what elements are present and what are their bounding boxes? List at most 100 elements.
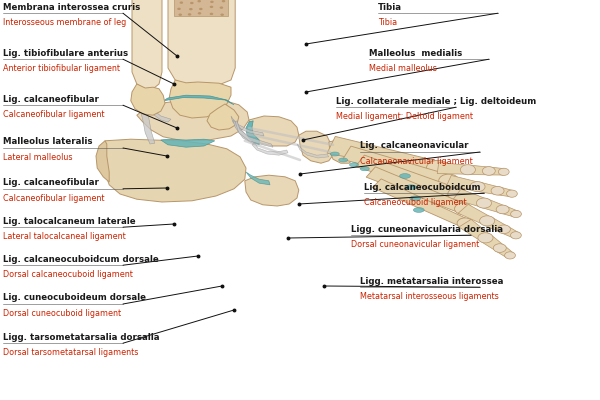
Polygon shape: [446, 176, 479, 191]
Polygon shape: [231, 116, 264, 136]
Circle shape: [499, 168, 509, 176]
Ellipse shape: [400, 174, 410, 178]
Polygon shape: [131, 84, 165, 115]
Text: Anterior tibiofibular ligament: Anterior tibiofibular ligament: [3, 64, 120, 73]
Ellipse shape: [338, 158, 348, 162]
Polygon shape: [246, 121, 259, 145]
Polygon shape: [252, 143, 288, 155]
Circle shape: [460, 165, 475, 175]
Polygon shape: [437, 162, 469, 174]
Polygon shape: [458, 204, 491, 224]
Circle shape: [188, 7, 191, 9]
Circle shape: [439, 174, 459, 188]
Text: Ligg. cuneonavicularia dorsalia: Ligg. cuneonavicularia dorsalia: [351, 225, 503, 234]
Circle shape: [479, 216, 495, 226]
Circle shape: [482, 167, 495, 175]
Text: Malleolus lateralis: Malleolus lateralis: [3, 137, 92, 146]
Text: Calcaneonavicular ligament: Calcaneonavicular ligament: [360, 157, 473, 166]
Circle shape: [497, 225, 511, 234]
Ellipse shape: [360, 167, 370, 171]
Circle shape: [470, 182, 485, 192]
Polygon shape: [235, 121, 273, 147]
Text: Lig. calcaneofibular: Lig. calcaneofibular: [3, 178, 99, 187]
Polygon shape: [141, 112, 155, 144]
Ellipse shape: [406, 185, 416, 190]
Polygon shape: [496, 187, 514, 197]
Polygon shape: [366, 167, 467, 213]
Text: Dorsal calcaneocuboid ligament: Dorsal calcaneocuboid ligament: [3, 270, 133, 279]
Polygon shape: [96, 141, 109, 182]
Circle shape: [455, 203, 472, 214]
Text: Tibia: Tibia: [378, 18, 397, 27]
Polygon shape: [475, 182, 499, 194]
Polygon shape: [488, 167, 504, 175]
Polygon shape: [249, 116, 299, 146]
Circle shape: [457, 218, 473, 228]
Text: Lig. talocalcaneum laterale: Lig. talocalcaneum laterale: [3, 217, 136, 226]
Polygon shape: [147, 108, 171, 122]
Polygon shape: [169, 80, 231, 118]
Polygon shape: [500, 206, 518, 217]
Text: Lig. collaterale mediale ; Lig. deltoideum: Lig. collaterale mediale ; Lig. deltoide…: [336, 97, 536, 106]
Text: Ligg. metatarsalia interossea: Ligg. metatarsalia interossea: [360, 277, 503, 286]
Text: Lig. calcaneonavicular: Lig. calcaneonavicular: [360, 141, 469, 150]
Text: Metatarsal interosseous ligaments: Metatarsal interosseous ligaments: [360, 292, 499, 301]
Circle shape: [221, 0, 225, 2]
Polygon shape: [297, 144, 329, 158]
Circle shape: [208, 7, 212, 9]
Ellipse shape: [349, 163, 359, 167]
Polygon shape: [105, 139, 246, 202]
Polygon shape: [207, 104, 239, 130]
Circle shape: [177, 0, 181, 2]
Text: Malleolus  medialis: Malleolus medialis: [369, 49, 462, 58]
Text: Medial malleolus: Medial malleolus: [369, 64, 437, 73]
Text: Lig. calcaneocuboidcum: Lig. calcaneocuboidcum: [364, 182, 481, 192]
Circle shape: [210, 0, 214, 3]
Circle shape: [221, 13, 224, 15]
Circle shape: [476, 198, 491, 208]
Polygon shape: [500, 226, 519, 238]
Polygon shape: [299, 131, 333, 163]
Polygon shape: [343, 146, 452, 186]
Circle shape: [210, 12, 214, 15]
Circle shape: [505, 252, 515, 259]
Circle shape: [491, 186, 504, 195]
Text: Lateral talocalcaneal ligament: Lateral talocalcaneal ligament: [3, 232, 126, 241]
Polygon shape: [161, 139, 215, 147]
Text: Lig. tibiofibulare anterius: Lig. tibiofibulare anterius: [3, 49, 128, 58]
Polygon shape: [480, 234, 504, 251]
Circle shape: [493, 244, 506, 252]
Text: Tibia: Tibia: [378, 3, 402, 12]
Text: Calcaneofibular ligament: Calcaneofibular ligament: [3, 194, 104, 202]
Polygon shape: [454, 189, 487, 207]
Polygon shape: [132, 0, 162, 89]
Polygon shape: [168, 0, 235, 86]
Circle shape: [220, 7, 224, 9]
Text: Calcaneofibular ligament: Calcaneofibular ligament: [3, 110, 104, 119]
Ellipse shape: [331, 152, 340, 156]
Text: Lig. calcaneocuboidcum dorsale: Lig. calcaneocuboidcum dorsale: [3, 254, 159, 264]
Circle shape: [198, 6, 202, 8]
Polygon shape: [459, 219, 490, 241]
Circle shape: [511, 210, 521, 218]
Circle shape: [511, 232, 521, 239]
Circle shape: [496, 205, 509, 214]
Text: Dorsal cuneonavicular ligament: Dorsal cuneonavicular ligament: [351, 240, 479, 249]
Text: Dorsal tarsometatarsal ligaments: Dorsal tarsometatarsal ligaments: [3, 348, 139, 357]
Polygon shape: [356, 155, 461, 199]
Polygon shape: [137, 100, 249, 141]
Text: Lateral malleolus: Lateral malleolus: [3, 153, 73, 162]
Circle shape: [178, 8, 182, 10]
Text: Medial ligament; Deltoid ligament: Medial ligament; Deltoid ligament: [336, 112, 473, 121]
Polygon shape: [483, 217, 508, 232]
Polygon shape: [245, 175, 299, 206]
Polygon shape: [174, 0, 228, 16]
Text: Lig. cuneocuboideum dorsale: Lig. cuneocuboideum dorsale: [3, 294, 146, 302]
Polygon shape: [329, 140, 354, 163]
Polygon shape: [233, 120, 255, 145]
Text: Membrana interossea cruris: Membrana interossea cruris: [3, 3, 140, 12]
Text: Ligg. tarsometatarsalia dorsalia: Ligg. tarsometatarsalia dorsalia: [3, 333, 160, 342]
Circle shape: [189, 0, 193, 2]
Polygon shape: [373, 179, 469, 227]
Text: Interosseous membrane of leg: Interosseous membrane of leg: [3, 18, 126, 27]
